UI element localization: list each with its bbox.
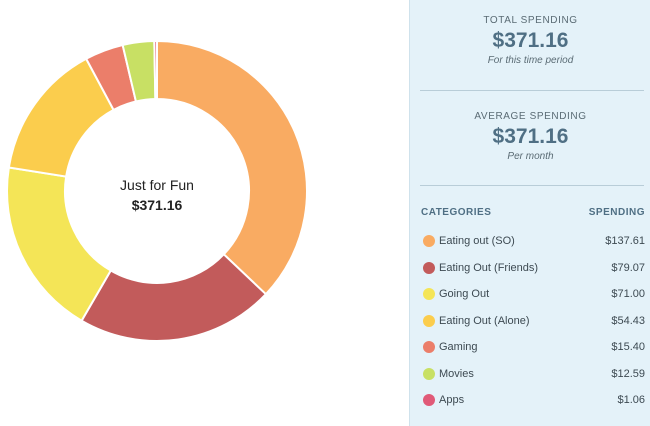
divider bbox=[420, 90, 644, 91]
category-color-dot bbox=[423, 235, 435, 247]
average-spending-value: $371.16 bbox=[492, 125, 569, 148]
spending-column-header: SPENDING bbox=[588, 207, 645, 218]
category-name: Apps bbox=[439, 394, 465, 406]
category-name: Gaming bbox=[439, 341, 478, 353]
donut-slice-eating-out-friends[interactable] bbox=[80, 252, 268, 342]
donut-slice-apps[interactable] bbox=[153, 39, 158, 101]
average-spending-block: AVERAGE SPENDING $371.16 Per month bbox=[410, 110, 650, 164]
divider bbox=[420, 185, 644, 186]
category-row-apps[interactable]: Apps $1.06 bbox=[421, 392, 645, 419]
category-color-dot bbox=[423, 367, 435, 380]
average-spending-label: AVERAGE SPENDING bbox=[474, 111, 587, 122]
category-amount: $79.07 bbox=[611, 261, 645, 274]
category-row-movies[interactable]: Movies $12.59 bbox=[421, 366, 645, 393]
total-spending-label: TOTAL SPENDING bbox=[483, 15, 578, 26]
donut-chart bbox=[6, 39, 308, 342]
category-name: Movies bbox=[439, 367, 474, 380]
donut-center-value: $371.16 bbox=[131, 197, 183, 213]
category-row-eating-out-friends[interactable]: Eating Out (Friends) $79.07 bbox=[421, 260, 645, 287]
category-row-gaming[interactable]: Gaming $15.40 bbox=[421, 339, 645, 366]
donut-center-label: Just for Fun $371.16 bbox=[57, 176, 257, 216]
category-row-eating-out-so[interactable]: Eating out (SO) $137.61 bbox=[421, 233, 645, 260]
category-amount: $71.00 bbox=[611, 288, 645, 300]
donut-center-title: Just for Fun bbox=[120, 177, 194, 193]
category-color-dot bbox=[423, 394, 435, 406]
summary-panel: TOTAL SPENDING $371.16 For this time per… bbox=[409, 0, 650, 426]
category-name: Eating Out (Friends) bbox=[439, 261, 539, 274]
total-spending-block: TOTAL SPENDING $371.16 For this time per… bbox=[410, 14, 650, 68]
category-color-dot bbox=[423, 341, 435, 353]
category-list: Eating out (SO) $137.61 Eating Out (Frie… bbox=[421, 233, 645, 419]
category-amount: $15.40 bbox=[611, 341, 645, 353]
category-amount: $137.61 bbox=[605, 235, 645, 247]
donut-slice-eating-out-so[interactable] bbox=[156, 39, 308, 296]
category-list-header: CATEGORIES SPENDING bbox=[421, 207, 645, 221]
total-spending-subtitle: For this time period bbox=[487, 55, 574, 66]
category-name: Eating Out (Alone) bbox=[439, 314, 530, 327]
average-spending-subtitle: Per month bbox=[507, 151, 554, 162]
category-color-dot bbox=[423, 314, 435, 327]
total-spending-value: $371.16 bbox=[492, 29, 569, 52]
category-row-eating-out-alone[interactable]: Eating Out (Alone) $54.43 bbox=[421, 313, 645, 340]
category-row-going-out[interactable]: Going Out $71.00 bbox=[421, 286, 645, 313]
category-name: Eating out (SO) bbox=[439, 235, 515, 247]
category-name: Going Out bbox=[439, 288, 490, 300]
category-amount: $1.06 bbox=[617, 394, 645, 406]
category-color-dot bbox=[423, 288, 435, 300]
category-amount: $12.59 bbox=[611, 367, 645, 380]
category-color-dot bbox=[423, 261, 435, 274]
category-amount: $54.43 bbox=[611, 314, 645, 327]
donut-chart-area: Just for Fun $371.16 bbox=[6, 39, 308, 342]
categories-column-header: CATEGORIES bbox=[421, 207, 492, 218]
